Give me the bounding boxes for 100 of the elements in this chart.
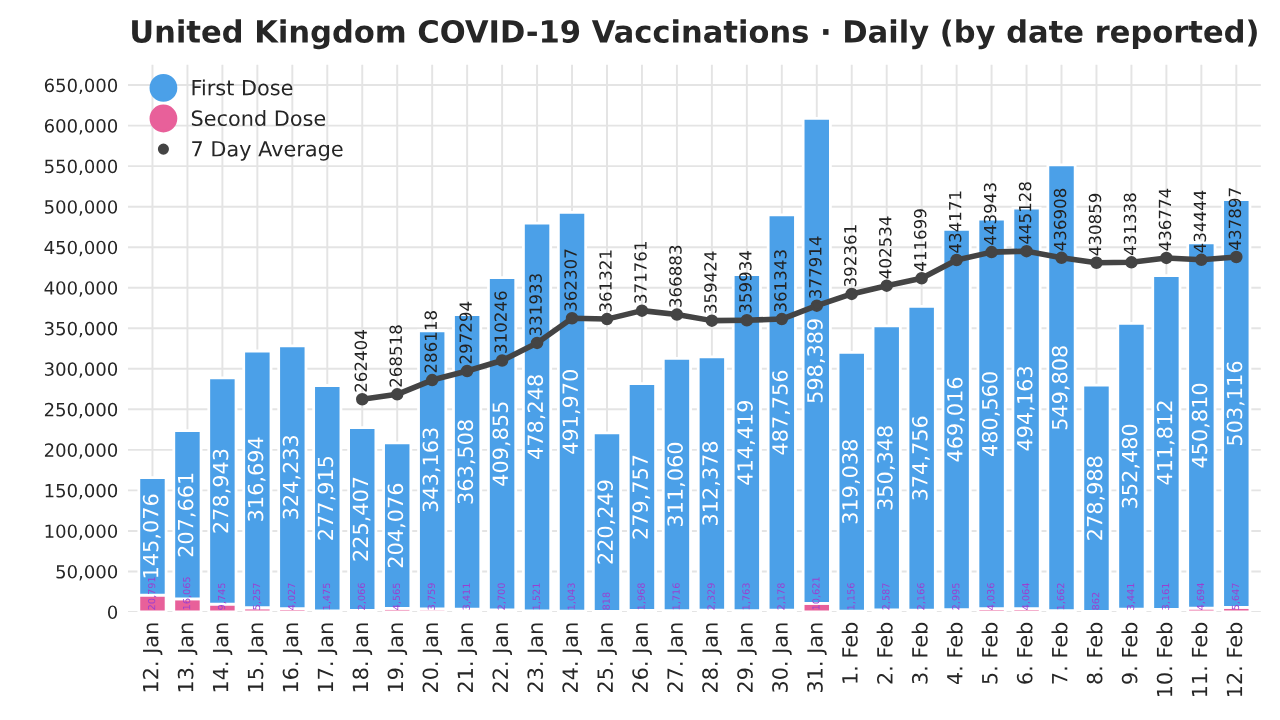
x-tick-label: 10. Feb [1156, 622, 1173, 697]
data-label: 262404 [354, 330, 368, 392]
data-label: 225,407 [352, 477, 371, 561]
data-label: 431338 [1123, 193, 1137, 256]
data-label: 377914 [809, 236, 822, 298]
data-label: 437897 [1228, 188, 1242, 250]
data-label: 480,560 [981, 372, 1000, 456]
x-tick-label: 16. Jan [282, 623, 303, 692]
data-label: 277,915 [317, 456, 336, 540]
data-label: 204,076 [387, 483, 406, 568]
x-tick-label: 29. Jan [737, 623, 757, 693]
data-label: 312,378 [702, 441, 721, 525]
data-label: 409,855 [492, 402, 511, 486]
y-tick-label: 500,000 [45, 200, 118, 216]
data-label: 220,249 [597, 480, 616, 564]
data-label: 411,812 [1156, 401, 1175, 485]
data-label: 491,970 [562, 370, 581, 454]
data-label: 374,756 [911, 416, 930, 500]
y-tick-label: 200,000 [44, 443, 118, 459]
data-label: 297294 [459, 301, 472, 364]
data-label: 359934 [739, 251, 752, 313]
x-tick-label: 14. Jan [212, 623, 233, 692]
data-label: 430859 [1088, 193, 1102, 256]
y-tick-label: 100,000 [45, 524, 118, 540]
x-tick-label: 22. Jan [492, 623, 513, 693]
x-tick-label: 31. Jan [807, 623, 827, 692]
data-label: 310246 [494, 291, 507, 353]
data-label: 445128 [1018, 182, 1032, 244]
x-tick-label: 12. Feb [1226, 622, 1243, 697]
y-tick-label: 350,000 [44, 321, 118, 338]
x-tick-label: 21. Jan [457, 623, 478, 693]
x-tick-label: 2. Feb [876, 622, 893, 684]
y-tick-label: 450,000 [44, 240, 118, 257]
x-tick-label: 17. Jan [317, 623, 338, 692]
data-label: 366883 [669, 245, 682, 307]
data-label: 494,163 [1016, 367, 1035, 451]
x-tick-label: 12. Jan [142, 623, 163, 692]
data-label: 279,757 [632, 455, 651, 539]
x-tick-label: 5. Feb [981, 622, 998, 684]
data-label: 361321 [599, 250, 612, 312]
data-label: 363,508 [457, 420, 476, 504]
x-tick-label: 4. Feb [946, 622, 963, 685]
y-tick-label: 400,000 [44, 281, 118, 297]
data-label: 207,661 [177, 473, 196, 557]
data-label: 361343 [774, 250, 787, 312]
data-label: 331933 [529, 274, 542, 336]
x-tick-label: 23. Jan [527, 623, 547, 693]
legend-label: 7 Day Average [192, 141, 343, 161]
y-tick-label: 300,000 [44, 362, 118, 378]
x-tick-label: 3. Feb [911, 622, 928, 684]
data-label: 362307 [564, 249, 577, 311]
data-label: 268518 [389, 325, 403, 387]
data-label: 434444 [1193, 190, 1207, 253]
y-tick-label: 50,000 [56, 564, 118, 581]
data-label: 316,694 [247, 437, 266, 521]
x-tick-label: 30. Jan [772, 623, 792, 692]
data-label: 434171 [948, 191, 962, 253]
data-label: 469,016 [946, 377, 965, 462]
x-tick-label: 15. Jan [247, 623, 268, 692]
x-tick-label: 11. Feb [1191, 622, 1208, 697]
y-tick-label: 250,000 [44, 402, 118, 419]
data-label: 359424 [704, 251, 717, 313]
x-tick-label: 28. Jan [702, 623, 722, 693]
data-label: 278,943 [212, 449, 231, 533]
x-tick-label: 25. Jan [597, 623, 617, 693]
data-label: 436908 [1053, 188, 1067, 251]
data-label: 487,756 [772, 370, 790, 455]
y-tick-label: 650,000 [44, 78, 118, 95]
data-label: 311,060 [667, 442, 686, 527]
x-tick-label: 7. Feb [1051, 622, 1068, 684]
data-label: 371761 [634, 242, 647, 303]
data-label: 549,808 [1051, 346, 1070, 430]
x-tick-label: 27. Jan [667, 623, 687, 693]
data-label: 436774 [1158, 188, 1172, 251]
y-tick-label: 150,000 [45, 483, 118, 500]
data-label: 478,248 [527, 375, 546, 459]
x-tick-label: 8. Feb [1086, 622, 1103, 684]
x-tick-label: 18. Jan [352, 623, 373, 692]
data-label: 411699 [913, 209, 927, 271]
x-tick-label: 1. Feb [841, 622, 858, 683]
x-tick-label: 20. Jan [422, 623, 443, 693]
x-tick-label: 9. Feb [1121, 622, 1138, 684]
data-label: 414,419 [737, 400, 756, 485]
data-label: 443943 [983, 183, 997, 245]
data-label: 598,389 [807, 319, 825, 403]
x-tick-label: 13. Jan [177, 623, 198, 692]
data-label: 352,480 [1121, 424, 1140, 508]
x-tick-label: 19. Jan [387, 623, 408, 692]
data-label: 286118 [424, 311, 438, 373]
data-label: 392361 [843, 225, 857, 287]
legend-label: First Dose [192, 79, 293, 96]
x-tick-label: 26. Jan [632, 623, 652, 693]
data-label: 402534 [878, 216, 892, 279]
chart-title: United Kingdom COVID-19 Vaccinations · Daily (by date reported) [132, 19, 1257, 50]
x-tick-label: 24. Jan [562, 623, 582, 693]
legend-label: Second Dose [191, 109, 326, 127]
data-label: 503,116 [1226, 361, 1245, 445]
y-tick-label: 550,000 [45, 159, 118, 176]
data-label: 145,076 [142, 494, 161, 578]
x-tick-label: 6. Feb [1016, 622, 1033, 684]
